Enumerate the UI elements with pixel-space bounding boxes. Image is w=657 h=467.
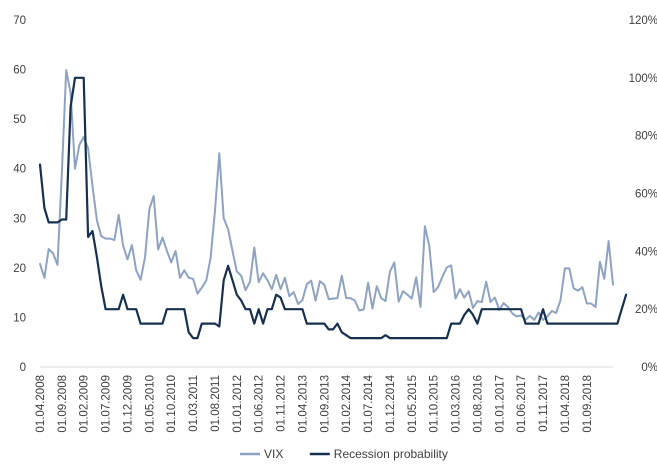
x-tick-label: 01.05.2015 (407, 375, 419, 433)
legend-label-recession-probability: Recession probability (334, 447, 448, 461)
series-layer (38, 69, 628, 340)
x-tick-label: 01.04.2008 (35, 375, 47, 433)
x-tick-label: 01.05.2010 (144, 375, 156, 433)
y-left-tick-label: 70 (13, 15, 26, 27)
x-tick-label: 01.06.2012 (254, 375, 266, 433)
y-left-tick-label: 20 (13, 263, 26, 275)
y-right-tick-label: 120% (629, 15, 657, 27)
series-line-recession-probability (38, 76, 628, 340)
y-left-tick-label: 60 (13, 65, 26, 77)
x-tick-label: 01.11.2012 (276, 375, 288, 432)
x-tick-label: 01.09.2013 (319, 375, 331, 433)
x-tick-label: 01.03.2016 (451, 375, 463, 433)
x-tick-label: 01.02.2014 (341, 374, 353, 432)
y-axis-right: 0% 20% 40% 60% 80% 100% 120% (629, 15, 657, 374)
x-tick-label: 01.04.2013 (297, 375, 309, 433)
y-right-tick-label: 0% (641, 362, 657, 374)
y-right-tick-label: 20% (635, 304, 657, 316)
x-tick-label: 01.09.2008 (57, 375, 69, 433)
x-axis: 01.04.2008 01.09.2008 01.02.2009 01.07.2009… (35, 374, 594, 432)
x-tick-label: 01.04.2018 (560, 375, 572, 433)
x-tick-label: 01.01.2012 (232, 375, 244, 433)
x-tick-label: 01.12.2009 (122, 375, 134, 433)
y-left-tick-label: 0 (20, 362, 26, 374)
y-right-tick-label: 100% (629, 73, 657, 85)
x-tick-label: 01.08.2016 (472, 375, 484, 433)
x-tick-label: 01.10.2015 (429, 375, 441, 433)
y-left-tick-label: 30 (13, 213, 26, 225)
y-right-tick-label: 60% (635, 189, 657, 201)
y-axis-left: 0 10 20 30 40 50 60 70 (13, 15, 26, 374)
y-left-tick-label: 40 (13, 164, 26, 176)
legend: VIX Recession probability (240, 447, 448, 461)
x-tick-label: 01.01.2017 (494, 375, 506, 433)
series-line-vix (39, 69, 614, 321)
x-tick-label: 01.03.2011 (188, 375, 200, 432)
y-right-tick-label: 40% (635, 246, 657, 258)
x-tick-label: 01.07.2009 (101, 375, 113, 433)
x-tick-label: 01.07.2014 (363, 374, 375, 432)
x-tick-label: 01.11.2017 (538, 375, 550, 432)
y-right-tick-label: 80% (635, 131, 657, 143)
x-tick-label: 01.08.2011 (210, 375, 222, 432)
x-tick-label: 01.06.2017 (516, 375, 528, 433)
x-tick-label: 01.09.2018 (582, 375, 594, 433)
x-tick-label: 01.12.2014 (385, 374, 397, 432)
y-left-tick-label: 10 (13, 312, 26, 324)
x-tick-label: 01.10.2010 (166, 375, 178, 433)
x-tick-label: 01.02.2009 (79, 375, 91, 433)
legend-label-vix: VIX (264, 447, 283, 461)
y-left-tick-label: 50 (13, 114, 26, 126)
